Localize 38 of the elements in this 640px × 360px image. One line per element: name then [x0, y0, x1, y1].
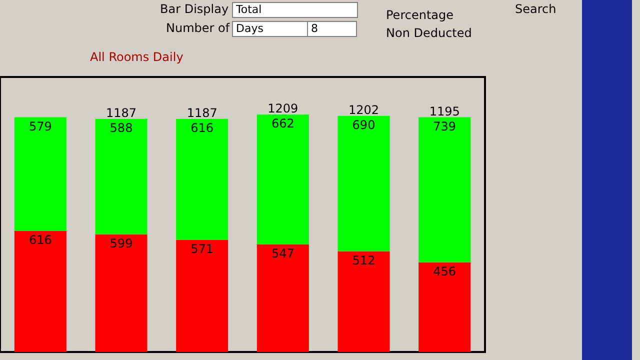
bar — [176, 240, 228, 352]
data-label: 456 — [433, 264, 456, 278]
data-label: 690 — [352, 118, 376, 132]
total-label: 1187 — [186, 106, 218, 120]
bar — [338, 251, 390, 352]
bar — [338, 116, 390, 252]
total-label: 1187 — [106, 106, 137, 120]
data-label: 588 — [110, 120, 133, 135]
data-label: 739 — [433, 119, 456, 134]
data-label: 571 — [190, 242, 214, 256]
data-label: 512 — [352, 253, 376, 268]
bar — [256, 244, 309, 352]
data-label: 579 — [28, 119, 52, 134]
text: Bar Display — [160, 2, 229, 16]
text: 8 — [307, 21, 357, 37]
data-label: 547 — [271, 246, 294, 261]
text: Percentage — [386, 8, 454, 22]
bar — [418, 117, 471, 262]
text: Total — [232, 2, 358, 18]
chart-title: All Rooms Daily — [90, 50, 184, 64]
bar — [418, 262, 471, 352]
text: Search — [515, 2, 556, 16]
data-label: 599 — [110, 236, 133, 250]
bar — [14, 231, 66, 352]
total-label: 1209 — [268, 102, 298, 116]
bar — [95, 118, 148, 234]
data-label: 616 — [28, 233, 52, 247]
bar — [95, 234, 148, 352]
text: Non Deducted — [386, 26, 472, 40]
total-label: 1202 — [348, 102, 380, 117]
bar — [256, 114, 309, 245]
bar — [14, 117, 66, 231]
total-label: 1195 — [429, 104, 460, 118]
text: Days — [232, 21, 310, 37]
data-label: 662 — [271, 116, 294, 131]
data-label: 616 — [190, 120, 214, 135]
text: Number of — [166, 21, 230, 35]
bar — [176, 118, 228, 240]
